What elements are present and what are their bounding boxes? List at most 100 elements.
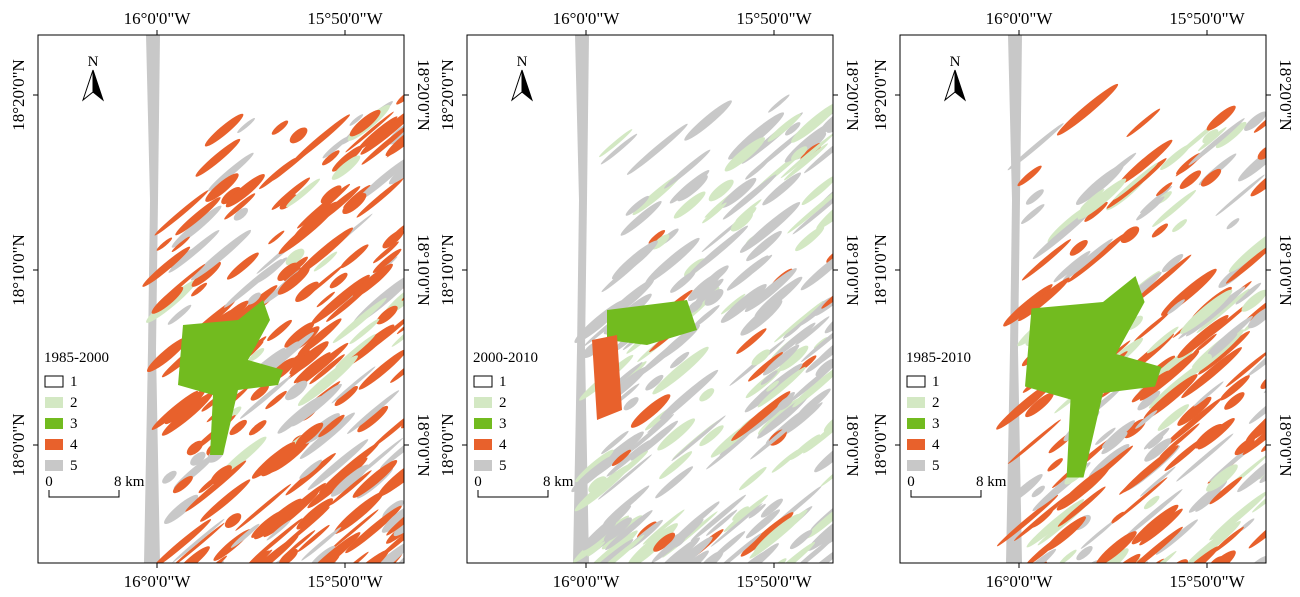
land-patch [248, 348, 265, 362]
land-patch [774, 322, 816, 358]
land-patch [670, 351, 690, 369]
land-patch [239, 376, 291, 419]
lon-label-top: 15°50'0"W [307, 9, 383, 28]
land-patch [356, 178, 404, 218]
land-patch [766, 380, 779, 392]
land-patch [1228, 227, 1266, 273]
lon-label-top: 16°0'0"W [986, 9, 1054, 28]
land-patch [235, 483, 292, 531]
land-patch [583, 505, 632, 546]
scale-end: 8 km [114, 474, 145, 490]
land-patch [739, 466, 767, 491]
land-patch [271, 177, 311, 210]
land-patch [230, 523, 260, 548]
land-patch [598, 454, 652, 500]
land-patch [289, 127, 308, 144]
land-patch [722, 174, 777, 220]
land-patch [207, 152, 254, 192]
land-patch [313, 251, 338, 272]
land-patch [652, 346, 709, 395]
land-patch [749, 509, 808, 559]
land-patch [1265, 164, 1296, 191]
land-patch [322, 136, 349, 159]
land-patch [796, 388, 831, 418]
land-patch [1155, 519, 1198, 555]
land-patch [605, 510, 653, 551]
land-patch [806, 502, 833, 539]
land-patch [277, 482, 326, 524]
land-patch [1185, 531, 1226, 563]
land-patch [771, 449, 800, 473]
land-patch [278, 205, 337, 255]
legend-swatch [907, 439, 925, 450]
land-patch [1144, 438, 1172, 462]
land-patch [582, 530, 638, 563]
land-patch [1143, 427, 1170, 450]
land-patch [1032, 208, 1093, 260]
land-patch [815, 358, 833, 377]
land-patch [307, 439, 369, 491]
land-patch [647, 388, 701, 433]
land-patch [396, 314, 404, 335]
land-patch [1136, 196, 1165, 221]
map-frame [37, 34, 405, 564]
land-patch [1162, 397, 1222, 449]
land-patch [1179, 170, 1202, 189]
land-patch [162, 470, 177, 484]
land-patch [1112, 477, 1168, 524]
land-patch [229, 419, 247, 436]
land-patch [699, 388, 715, 402]
scale-start: 0 [907, 474, 915, 490]
land-patch [289, 341, 329, 375]
land-patch [296, 498, 334, 530]
land-patch [723, 494, 768, 533]
lat-label-left: 18°20'0"N [9, 59, 28, 131]
land-patch [777, 395, 794, 411]
land-patch [151, 390, 199, 430]
land-patch [171, 236, 190, 253]
land-patch [371, 406, 404, 448]
land-patch [1156, 182, 1173, 197]
land-patch [748, 503, 766, 519]
land-patch [277, 396, 322, 434]
land-patch [760, 498, 783, 518]
land-patch [1152, 190, 1197, 228]
land-patch [1225, 349, 1266, 388]
land-patch [1207, 315, 1253, 354]
land-patch [232, 550, 270, 563]
land-patch [801, 316, 833, 363]
land-patch [1021, 204, 1045, 224]
land-patch [751, 349, 770, 366]
land-patch [785, 122, 801, 136]
land-patch [340, 244, 369, 269]
lat-label-left: 18°0'0"N [871, 413, 890, 476]
land-patch [266, 520, 291, 541]
land-patch [1018, 277, 1070, 322]
land-patch [151, 519, 212, 563]
lon-label-top: 16°0'0"W [553, 9, 621, 28]
land-patch [587, 541, 606, 557]
land-patch [1247, 332, 1266, 377]
land-patch [250, 384, 269, 401]
legend-label: 1 [499, 374, 507, 390]
land-patch [1193, 381, 1224, 407]
land-patch [706, 509, 738, 536]
land-patch [687, 225, 749, 277]
land-patch [340, 551, 369, 563]
land-patch [768, 558, 787, 563]
land-patch [1026, 498, 1085, 548]
land-patch [332, 297, 387, 344]
legend-swatch [474, 460, 492, 471]
land-patch [1003, 288, 1049, 327]
land-patch [381, 503, 404, 533]
land-patch [1056, 83, 1119, 136]
legend-swatch [45, 418, 63, 429]
land-patch [330, 464, 369, 497]
land-patch [157, 264, 206, 304]
land-patch [653, 537, 700, 563]
land-patch [744, 268, 797, 312]
legend-swatch [907, 460, 925, 471]
land-patch [687, 291, 713, 312]
land-patch [1202, 129, 1219, 144]
land-patch [788, 362, 833, 404]
